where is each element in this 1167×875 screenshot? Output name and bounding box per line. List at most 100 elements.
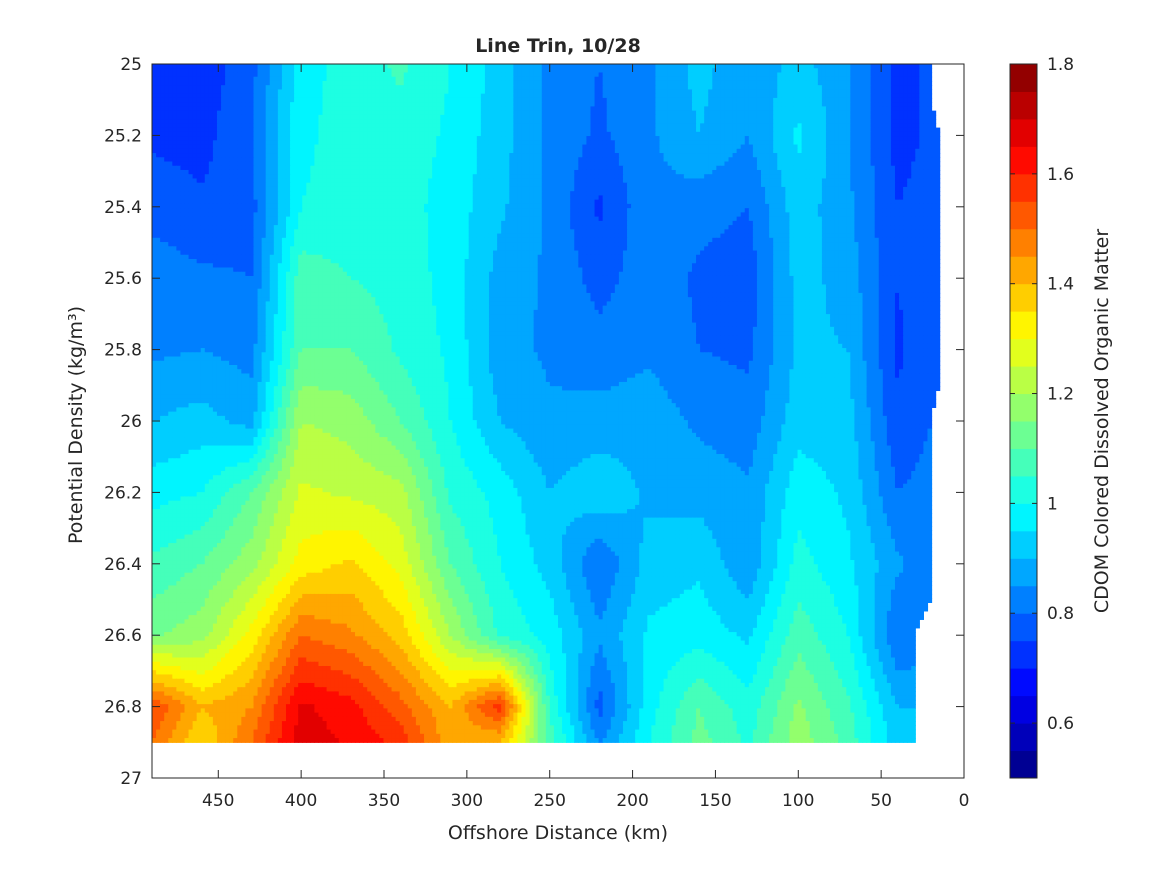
contour-cell bbox=[664, 81, 669, 86]
contour-cell bbox=[582, 64, 587, 69]
contour-cell bbox=[558, 166, 563, 171]
contour-cell bbox=[830, 85, 835, 90]
contour-cell bbox=[404, 68, 409, 73]
contour-cell bbox=[327, 85, 332, 90]
contour-cell bbox=[521, 162, 526, 167]
contour-cell bbox=[729, 72, 734, 77]
contour-cell bbox=[448, 64, 453, 69]
contour-cell bbox=[477, 64, 482, 69]
contour-cell bbox=[318, 89, 323, 94]
contour-cell bbox=[668, 170, 673, 175]
contour-cell bbox=[424, 102, 429, 107]
contour-cell bbox=[270, 81, 275, 86]
contour-cell bbox=[704, 102, 709, 107]
contour-cell bbox=[586, 64, 591, 69]
contour-cell bbox=[570, 111, 575, 116]
contour-cell bbox=[254, 68, 259, 73]
contour-cell bbox=[586, 170, 591, 175]
contour-cell bbox=[485, 145, 490, 150]
contour-cell bbox=[590, 170, 595, 175]
contour-cell bbox=[542, 89, 547, 94]
contour-cell bbox=[172, 77, 177, 82]
contour-cell bbox=[306, 140, 311, 145]
contour-cell bbox=[473, 132, 478, 137]
contour-cell bbox=[781, 170, 786, 175]
contour-cell bbox=[684, 77, 689, 82]
contour-cell bbox=[741, 149, 746, 154]
contour-cell bbox=[798, 140, 803, 145]
contour-cell bbox=[461, 157, 466, 162]
contour-cell bbox=[168, 128, 173, 133]
contour-cell bbox=[538, 81, 543, 86]
contour-cell bbox=[164, 115, 169, 120]
contour-cell bbox=[745, 119, 750, 124]
contour-cell bbox=[692, 157, 697, 162]
contour-cell bbox=[704, 98, 709, 103]
contour-cell bbox=[221, 145, 226, 150]
contour-cell bbox=[424, 157, 429, 162]
contour-cell bbox=[651, 98, 656, 103]
contour-cell bbox=[729, 140, 734, 145]
contour-cell bbox=[574, 111, 579, 116]
contour-cell bbox=[469, 149, 474, 154]
contour-cell bbox=[412, 72, 417, 77]
contour-cell bbox=[432, 111, 437, 116]
contour-cell bbox=[643, 157, 648, 162]
contour-cell bbox=[737, 128, 742, 133]
contour-cell bbox=[802, 64, 807, 69]
contour-cell bbox=[258, 102, 263, 107]
contour-cell bbox=[891, 157, 896, 162]
contour-cell bbox=[343, 72, 348, 77]
contour-cell bbox=[911, 166, 916, 171]
contour-cell bbox=[745, 85, 750, 90]
contour-cell bbox=[883, 89, 888, 94]
contour-cell bbox=[647, 132, 652, 137]
contour-cell bbox=[923, 153, 928, 158]
contour-cell bbox=[607, 119, 612, 124]
contour-cell bbox=[818, 123, 823, 128]
contour-cell bbox=[469, 140, 474, 145]
contour-cell bbox=[826, 123, 831, 128]
contour-cell bbox=[428, 85, 433, 90]
contour-cell bbox=[392, 123, 397, 128]
contour-cell bbox=[660, 98, 665, 103]
contour-cell bbox=[396, 123, 401, 128]
contour-cell bbox=[452, 89, 457, 94]
contour-cell bbox=[379, 94, 384, 99]
contour-cell bbox=[558, 153, 563, 158]
contour-cell bbox=[741, 81, 746, 86]
contour-cell bbox=[424, 94, 429, 99]
contour-cell bbox=[481, 140, 486, 145]
contour-cell bbox=[777, 140, 782, 145]
contour-cell bbox=[469, 77, 474, 82]
contour-cell bbox=[850, 94, 855, 99]
contour-cell bbox=[254, 89, 259, 94]
contour-cell bbox=[262, 149, 267, 154]
contour-cell bbox=[590, 102, 595, 107]
contour-cell bbox=[558, 128, 563, 133]
contour-cell bbox=[875, 94, 880, 99]
contour-cell bbox=[363, 140, 368, 145]
contour-cell bbox=[189, 111, 194, 116]
contour-cell bbox=[465, 136, 470, 141]
contour-cell bbox=[217, 106, 222, 111]
contour-cell bbox=[700, 98, 705, 103]
contour-cell bbox=[428, 106, 433, 111]
contour-cell bbox=[586, 136, 591, 141]
contour-cell bbox=[347, 94, 352, 99]
contour-cell bbox=[704, 106, 709, 111]
contour-cell bbox=[562, 98, 567, 103]
contour-cell bbox=[676, 132, 681, 137]
contour-cell bbox=[550, 102, 555, 107]
contour-cell bbox=[501, 132, 506, 137]
contour-cell bbox=[233, 153, 238, 158]
contour-cell bbox=[639, 132, 644, 137]
contour-cell bbox=[347, 149, 352, 154]
contour-cell bbox=[262, 89, 267, 94]
contour-cell bbox=[396, 72, 401, 77]
contour-cell bbox=[607, 132, 612, 137]
contour-cell bbox=[318, 72, 323, 77]
contour-cell bbox=[785, 162, 790, 167]
contour-cell bbox=[854, 132, 859, 137]
contour-cell bbox=[501, 115, 506, 120]
